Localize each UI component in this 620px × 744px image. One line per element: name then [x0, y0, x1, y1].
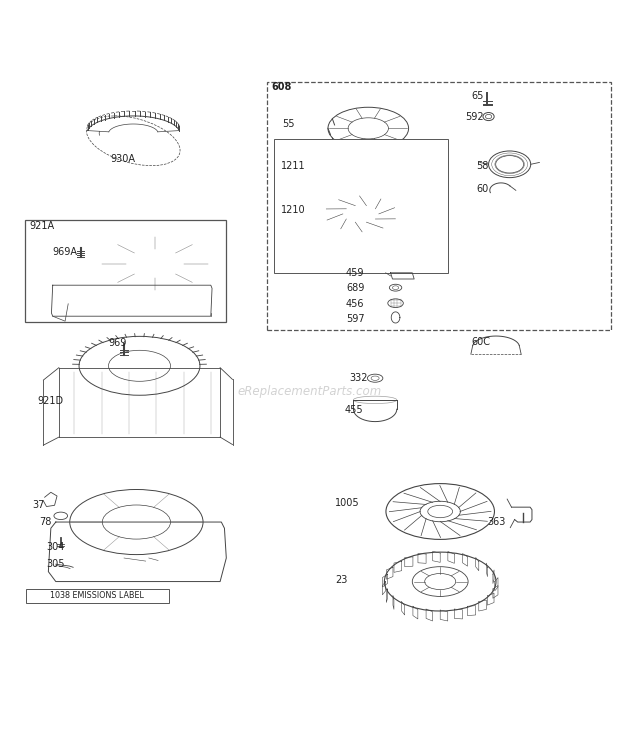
Text: 363: 363 — [487, 517, 506, 527]
Bar — [267, 82, 611, 330]
Text: 332: 332 — [349, 373, 368, 383]
Text: 1211: 1211 — [281, 161, 306, 171]
Text: 65: 65 — [471, 91, 484, 101]
Text: 78: 78 — [39, 517, 51, 527]
Text: 1210: 1210 — [281, 205, 306, 214]
Text: 689: 689 — [346, 283, 365, 293]
Bar — [274, 139, 448, 273]
Text: 305: 305 — [46, 559, 65, 569]
Text: 304: 304 — [46, 542, 65, 553]
Text: 456: 456 — [346, 299, 365, 309]
Text: 60: 60 — [476, 184, 489, 194]
Text: 921A: 921A — [29, 221, 55, 231]
Text: 1005: 1005 — [335, 498, 360, 508]
Text: 58: 58 — [476, 161, 489, 171]
Text: 37: 37 — [32, 500, 45, 510]
Text: 969A: 969A — [53, 247, 78, 257]
Text: 592: 592 — [465, 112, 484, 121]
Text: 55: 55 — [282, 119, 294, 129]
Text: 1038 EMISSIONS LABEL: 1038 EMISSIONS LABEL — [50, 591, 144, 600]
Text: 60C: 60C — [471, 337, 490, 347]
Text: 969: 969 — [108, 338, 127, 348]
Text: 455: 455 — [344, 405, 363, 415]
Bar — [25, 220, 226, 322]
Text: eReplacementParts.com: eReplacementParts.com — [238, 385, 382, 398]
Text: 459: 459 — [346, 268, 365, 278]
Bar — [26, 589, 169, 603]
Text: 23: 23 — [335, 574, 347, 585]
Text: 930A: 930A — [110, 154, 135, 164]
Text: 921D: 921D — [37, 396, 63, 406]
Text: 608: 608 — [272, 83, 292, 92]
Text: 597: 597 — [346, 314, 365, 324]
